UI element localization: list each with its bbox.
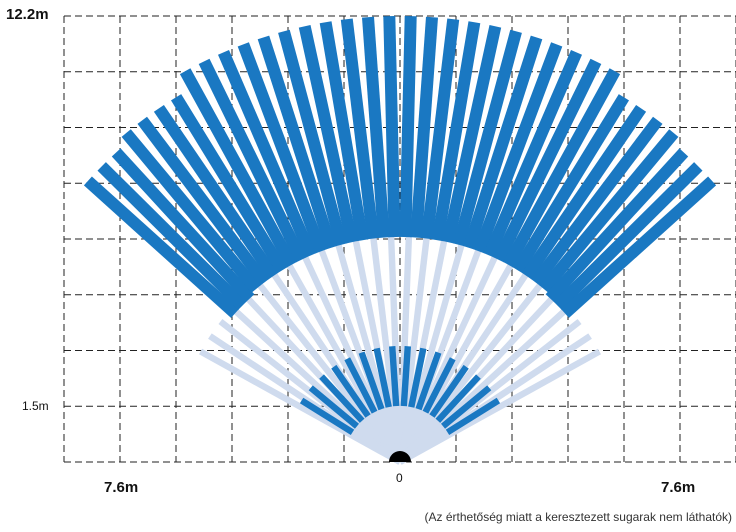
mid-range-beam	[397, 305, 571, 465]
short-range-beam	[299, 397, 355, 435]
long-range-beam	[319, 21, 369, 242]
long-range-beam	[83, 176, 240, 318]
mid-range-label: 1.5m	[22, 399, 49, 413]
left-width-label: 7.6m	[104, 479, 139, 496]
mid-range-beam	[397, 281, 545, 464]
mid-range-beam	[229, 305, 403, 465]
long-range-beam	[121, 129, 261, 293]
long-range-beam	[383, 16, 401, 238]
mid-range-beam	[397, 253, 499, 464]
short-range-beam	[331, 364, 371, 418]
short-range-beam	[373, 347, 392, 408]
short-range-beam	[422, 357, 456, 414]
long-range-beam	[137, 116, 270, 286]
long-range-beam	[179, 68, 297, 268]
short-range-zone	[299, 346, 501, 435]
mid-range-beam	[397, 261, 515, 464]
short-range-beam	[408, 347, 427, 408]
long-range-beam	[399, 16, 417, 238]
long-range-zone	[83, 16, 717, 318]
mid-range-beam	[218, 319, 402, 465]
short-range-beam	[400, 346, 411, 407]
long-range-beam	[473, 42, 563, 254]
long-range-beam	[362, 16, 390, 239]
long-range-beam	[493, 58, 602, 263]
long-range-beam	[521, 105, 647, 280]
short-range-beam	[429, 364, 469, 418]
long-range-beam	[410, 16, 438, 239]
short-range-beam	[319, 374, 365, 423]
long-range-beam	[561, 176, 717, 318]
long-range-beam	[512, 94, 629, 274]
long-range-beam	[431, 21, 481, 242]
sensor-origin-icon	[389, 451, 411, 462]
long-range-beam	[171, 94, 288, 274]
short-range-beam	[308, 385, 359, 429]
long-range-beam	[340, 18, 380, 240]
long-range-beam	[153, 105, 279, 280]
top-range-label: 12.2m	[6, 6, 49, 23]
short-range-beam	[441, 385, 492, 429]
origin-label: 0	[396, 471, 403, 485]
long-range-beam	[237, 42, 327, 254]
short-range-beam	[358, 351, 385, 411]
mid-range-beam	[398, 348, 601, 465]
mid-range-beam	[285, 261, 403, 464]
long-range-beam	[463, 35, 543, 250]
mid-range-beam	[301, 253, 403, 464]
long-range-beam	[198, 58, 307, 263]
long-range-beam	[278, 29, 348, 247]
long-range-beam	[97, 162, 247, 310]
mid-range-beam	[199, 348, 402, 465]
long-range-beam	[553, 162, 703, 310]
mid-range-beam	[398, 319, 582, 465]
long-range-beam	[539, 129, 679, 293]
short-range-beam	[435, 374, 481, 423]
long-range-beam	[483, 50, 582, 258]
long-range-beam	[257, 35, 337, 250]
long-range-beam	[452, 29, 522, 247]
short-range-beam	[415, 351, 442, 411]
short-range-beam	[445, 397, 501, 435]
long-range-beam	[420, 18, 460, 240]
long-range-beam	[111, 148, 255, 303]
right-width-label: 7.6m	[661, 479, 696, 496]
mid-range-beam	[255, 281, 403, 464]
long-range-beam	[545, 148, 689, 303]
footnote-text: (Az érthetőség miatt a keresztezett suga…	[424, 510, 732, 524]
long-range-beam	[218, 50, 317, 258]
short-range-beam	[389, 346, 400, 407]
long-range-beam	[530, 116, 663, 286]
long-range-beam	[298, 25, 358, 244]
long-range-beam	[442, 25, 502, 244]
long-range-beam	[503, 68, 621, 268]
short-range-beam	[344, 357, 378, 414]
